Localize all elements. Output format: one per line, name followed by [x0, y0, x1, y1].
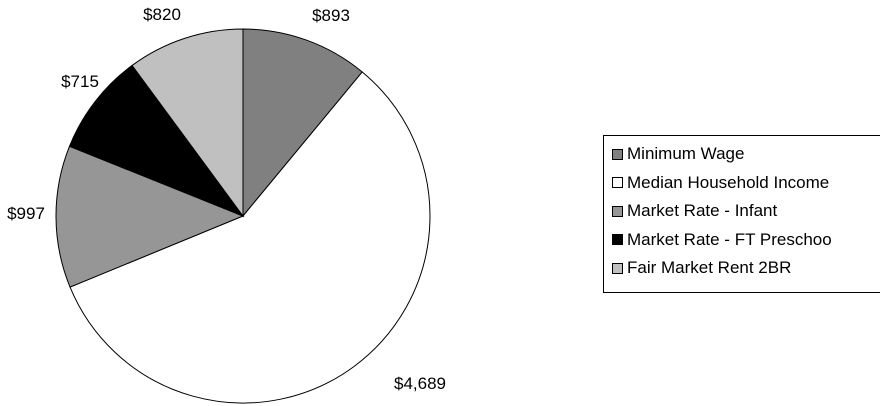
legend: Minimum Wage Median Household Income Marke…: [603, 135, 880, 293]
data-label-fair-market-rent-2br: $820: [143, 5, 181, 24]
legend-item-fair-market-rent-2br: Fair Market Rent 2BR: [612, 254, 880, 283]
legend-label: Market Rate - FT Preschoo: [627, 229, 832, 249]
data-label-market-rate-ft-preschoo: $715: [61, 72, 99, 91]
legend-swatch: [612, 148, 623, 160]
pie-slice-fair-market-rent-2br: [131, 28, 244, 218]
pie-slice-minimum-wage: [242, 28, 363, 218]
data-label-market-rate-infant: $997: [7, 204, 45, 223]
pie-labels: $893 $4,689 $997 $715 $820: [7, 5, 446, 393]
legend-swatch: [612, 262, 623, 274]
data-label-median-household-income: $4,689: [394, 374, 446, 393]
legend-swatch: [612, 234, 623, 246]
pie-slice-market-rate-infant: [55, 145, 245, 288]
pie-slice-market-rate-ft-preschoo: [68, 64, 245, 218]
legend-swatch: [612, 205, 623, 217]
legend-item-minimum-wage: Minimum Wage: [612, 140, 880, 169]
legend-label: Fair Market Rent 2BR: [627, 258, 792, 278]
data-label-minimum-wage: $893: [312, 6, 350, 25]
pie-slices: [55, 28, 431, 404]
legend-label: Minimum Wage: [627, 144, 745, 164]
legend-item-market-rate-infant: Market Rate - Infant: [612, 197, 880, 226]
legend-swatch: [612, 177, 623, 189]
legend-item-median-household-income: Median Household Income: [612, 169, 880, 198]
pie-slice-median-household-income: [69, 71, 431, 404]
legend-label: Median Household Income: [627, 172, 830, 192]
legend-item-market-rate-ft-preschoo: Market Rate - FT Preschoo: [612, 226, 880, 255]
legend-label: Market Rate - Infant: [627, 201, 778, 221]
